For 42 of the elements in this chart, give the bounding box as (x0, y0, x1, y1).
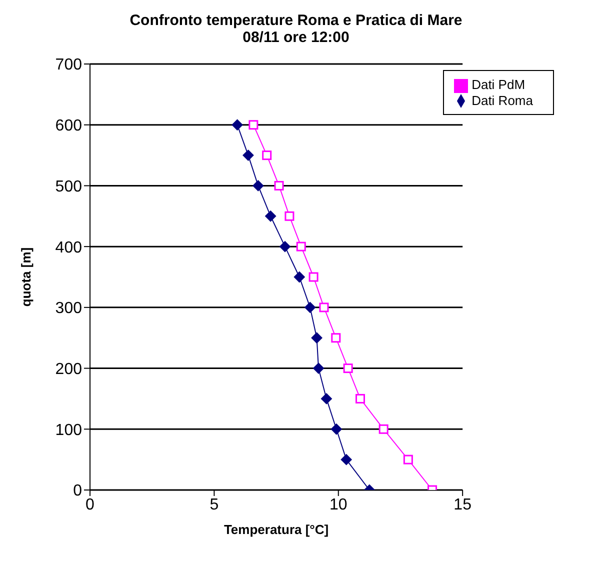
point (378, 424, 388, 434)
chart-subtitle: 08/11 ore 12:00 (242, 29, 350, 46)
point (279, 241, 290, 252)
point (274, 180, 284, 190)
point (248, 120, 258, 130)
x-axis-title: Temperatura [°C] (224, 522, 329, 537)
point (403, 454, 413, 464)
point (284, 211, 294, 221)
point (308, 272, 318, 282)
point (313, 362, 324, 374)
legend-label: Dati PdM (472, 77, 526, 92)
chart-title: Confronto temperature Roma e Pratica di Mare (128, 12, 464, 29)
y-tick-label: 500 (55, 178, 82, 196)
point (343, 364, 353, 374)
point (232, 119, 243, 130)
point (304, 302, 316, 313)
point (320, 393, 332, 404)
point (294, 272, 305, 282)
y-tick-label: 100 (55, 422, 82, 439)
y-tick-label: 0 (73, 482, 82, 500)
legend-label: Dati Roma (472, 92, 533, 108)
x-tick-label: 0 (86, 496, 95, 514)
point (265, 210, 276, 222)
point (311, 332, 322, 344)
point (331, 333, 341, 343)
x-tick-label: 5 (210, 496, 219, 514)
y-tick-label: 700 (55, 56, 82, 74)
y-tick-label: 300 (55, 300, 82, 318)
point (262, 150, 272, 160)
y-tick-label: 600 (55, 118, 82, 135)
point (319, 302, 329, 312)
y-axis-title: quota [m] (18, 247, 34, 307)
point (296, 242, 306, 252)
x-tick-label: 10 (329, 496, 348, 514)
point (252, 180, 264, 192)
point (355, 394, 365, 404)
y-tick-label: 200 (55, 360, 82, 378)
y-tick-label: 400 (55, 239, 82, 256)
x-tick-label: 15 (454, 496, 472, 514)
point (330, 424, 342, 435)
point (242, 150, 254, 161)
point (340, 454, 352, 466)
